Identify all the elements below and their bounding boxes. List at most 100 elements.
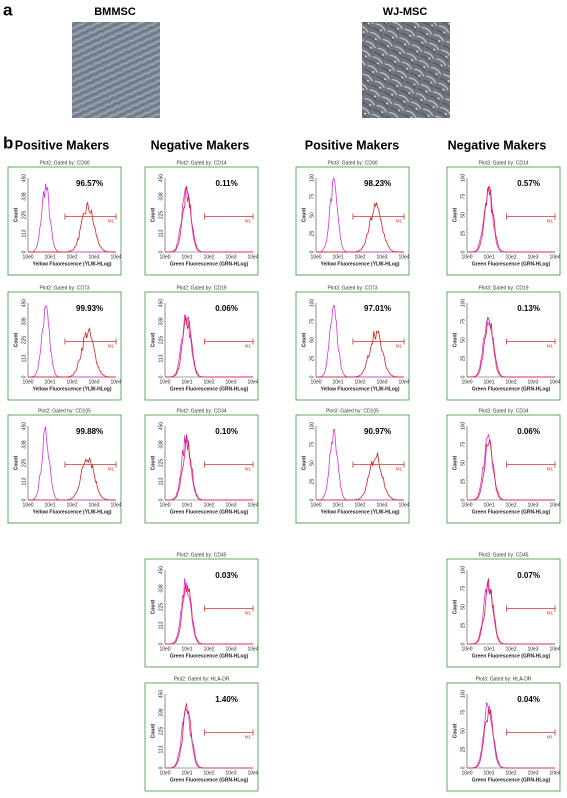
x-tick-label: 10e1 bbox=[181, 646, 192, 652]
plot-frame bbox=[144, 166, 259, 276]
plot-title: Plot2: Gated by: CD14 bbox=[176, 160, 226, 166]
histogram-curve bbox=[165, 584, 253, 645]
percent-label: 0.03% bbox=[215, 571, 238, 580]
plot-frame bbox=[7, 414, 122, 524]
y-tick-label: 75 bbox=[309, 194, 315, 200]
plot-title: Plot3: Gated by: CD105 bbox=[326, 408, 379, 414]
y-tick-label: 25 bbox=[460, 356, 466, 362]
y-tick-label: 0 bbox=[460, 375, 466, 378]
x-tick-label: 10e0 bbox=[461, 646, 472, 652]
plot-title: Plot2: Gated by: CD19 bbox=[176, 285, 226, 291]
plot-frame bbox=[446, 414, 561, 524]
percent-label: 98.23% bbox=[364, 179, 391, 188]
histogram-curve bbox=[28, 457, 116, 501]
y-tick-label: 0 bbox=[21, 375, 27, 378]
gate-label: M1 bbox=[245, 467, 252, 472]
y-tick-label: 50 bbox=[460, 728, 466, 734]
x-tick-label: 10e1 bbox=[181, 502, 192, 508]
histogram-curve bbox=[467, 578, 555, 645]
x-tick-label: 10e2 bbox=[354, 502, 365, 508]
x-tick-label: 10e3 bbox=[376, 379, 387, 385]
plot-frame bbox=[144, 558, 259, 668]
y-tick-label: 450 bbox=[21, 174, 27, 183]
gate-label: M1 bbox=[245, 344, 252, 349]
plot-frame bbox=[144, 414, 259, 524]
histogram-curve bbox=[467, 186, 555, 253]
x-tick-label: 10e0 bbox=[461, 379, 472, 385]
y-tick-label: 50 bbox=[460, 460, 466, 466]
column-header: Positive Makers bbox=[15, 138, 110, 152]
gate-label: M1 bbox=[108, 219, 115, 224]
y-tick-label: 25 bbox=[309, 479, 315, 485]
gate-label: M1 bbox=[108, 467, 115, 472]
y-tick-label: 100 bbox=[309, 174, 315, 183]
y-tick-label: 450 bbox=[158, 422, 164, 431]
y-axis-label: Count bbox=[13, 207, 19, 222]
y-axis-label: Count bbox=[150, 207, 156, 222]
y-tick-label: 100 bbox=[460, 422, 466, 431]
y-tick-label: 225 bbox=[158, 211, 164, 220]
percent-label: 99.88% bbox=[76, 427, 103, 436]
percent-label: 0.13% bbox=[517, 304, 540, 313]
y-tick-label: 225 bbox=[21, 211, 27, 220]
y-tick-label: 25 bbox=[460, 479, 466, 485]
x-tick-label: 10e3 bbox=[225, 379, 236, 385]
x-tick-label: 10e1 bbox=[44, 379, 55, 385]
plot-frame bbox=[7, 291, 122, 401]
x-tick-label: 10e3 bbox=[376, 254, 387, 260]
y-axis-label: Count bbox=[301, 332, 307, 347]
x-tick-label: 10e2 bbox=[505, 254, 516, 260]
y-tick-label: 50 bbox=[309, 212, 315, 218]
y-tick-label: 75 bbox=[460, 442, 466, 448]
x-tick-label: 10e3 bbox=[88, 502, 99, 508]
y-axis-label: Count bbox=[150, 455, 156, 470]
plot-title: Plot3: Gated by: CD73 bbox=[327, 285, 377, 291]
y-tick-label: 450 bbox=[21, 422, 27, 431]
plot-frame bbox=[7, 166, 122, 276]
x-tick-label: 10e4 bbox=[247, 646, 258, 652]
y-tick-label: 0 bbox=[158, 642, 164, 645]
y-tick-label: 100 bbox=[460, 174, 466, 183]
x-tick-label: 10e2 bbox=[66, 502, 77, 508]
y-axis-label: Count bbox=[13, 332, 19, 347]
histogram-curve bbox=[316, 330, 404, 378]
column-header: Negative Makers bbox=[151, 138, 250, 152]
y-tick-label: 338 bbox=[21, 192, 27, 201]
y-axis-label: Count bbox=[452, 723, 458, 738]
x-tick-label: 10e0 bbox=[461, 770, 472, 776]
x-tick-label: 10e2 bbox=[203, 254, 214, 260]
x-axis-label: Green Fluorescence (GRN-HLog) bbox=[472, 261, 551, 267]
y-tick-label: 75 bbox=[309, 442, 315, 448]
y-tick-label: 75 bbox=[460, 319, 466, 325]
y-tick-label: 0 bbox=[309, 498, 315, 501]
x-tick-label: 10e2 bbox=[505, 646, 516, 652]
x-tick-label: 10e4 bbox=[549, 379, 560, 385]
histogram-curve bbox=[165, 187, 253, 253]
x-tick-label: 10e4 bbox=[398, 254, 409, 260]
y-tick-label: 100 bbox=[460, 690, 466, 699]
percent-label: 90.97% bbox=[364, 427, 391, 436]
y-tick-label: 50 bbox=[460, 212, 466, 218]
x-tick-label: 10e2 bbox=[66, 254, 77, 260]
x-axis-label: Green Fluorescence (GRN-HLog) bbox=[472, 509, 551, 515]
x-tick-label: 10e2 bbox=[203, 379, 214, 385]
gate-label: M1 bbox=[245, 219, 252, 224]
y-tick-label: 50 bbox=[460, 604, 466, 610]
percent-label: 96.57% bbox=[76, 179, 103, 188]
y-tick-label: 0 bbox=[158, 498, 164, 501]
y-tick-label: 338 bbox=[158, 192, 164, 201]
x-tick-label: 10e3 bbox=[225, 254, 236, 260]
y-tick-label: 450 bbox=[158, 299, 164, 308]
y-tick-label: 338 bbox=[158, 440, 164, 449]
x-axis-label: Green Fluorescence (GRN-HLog) bbox=[170, 777, 249, 783]
x-tick-label: 10e1 bbox=[483, 646, 494, 652]
x-tick-label: 10e0 bbox=[22, 379, 33, 385]
gate-label: M1 bbox=[547, 735, 554, 740]
gate-label: M1 bbox=[108, 344, 115, 349]
gate-label: M1 bbox=[396, 344, 403, 349]
x-tick-label: 10e2 bbox=[505, 770, 516, 776]
histogram-curve bbox=[467, 317, 555, 378]
x-tick-label: 10e2 bbox=[66, 379, 77, 385]
y-tick-label: 50 bbox=[460, 337, 466, 343]
